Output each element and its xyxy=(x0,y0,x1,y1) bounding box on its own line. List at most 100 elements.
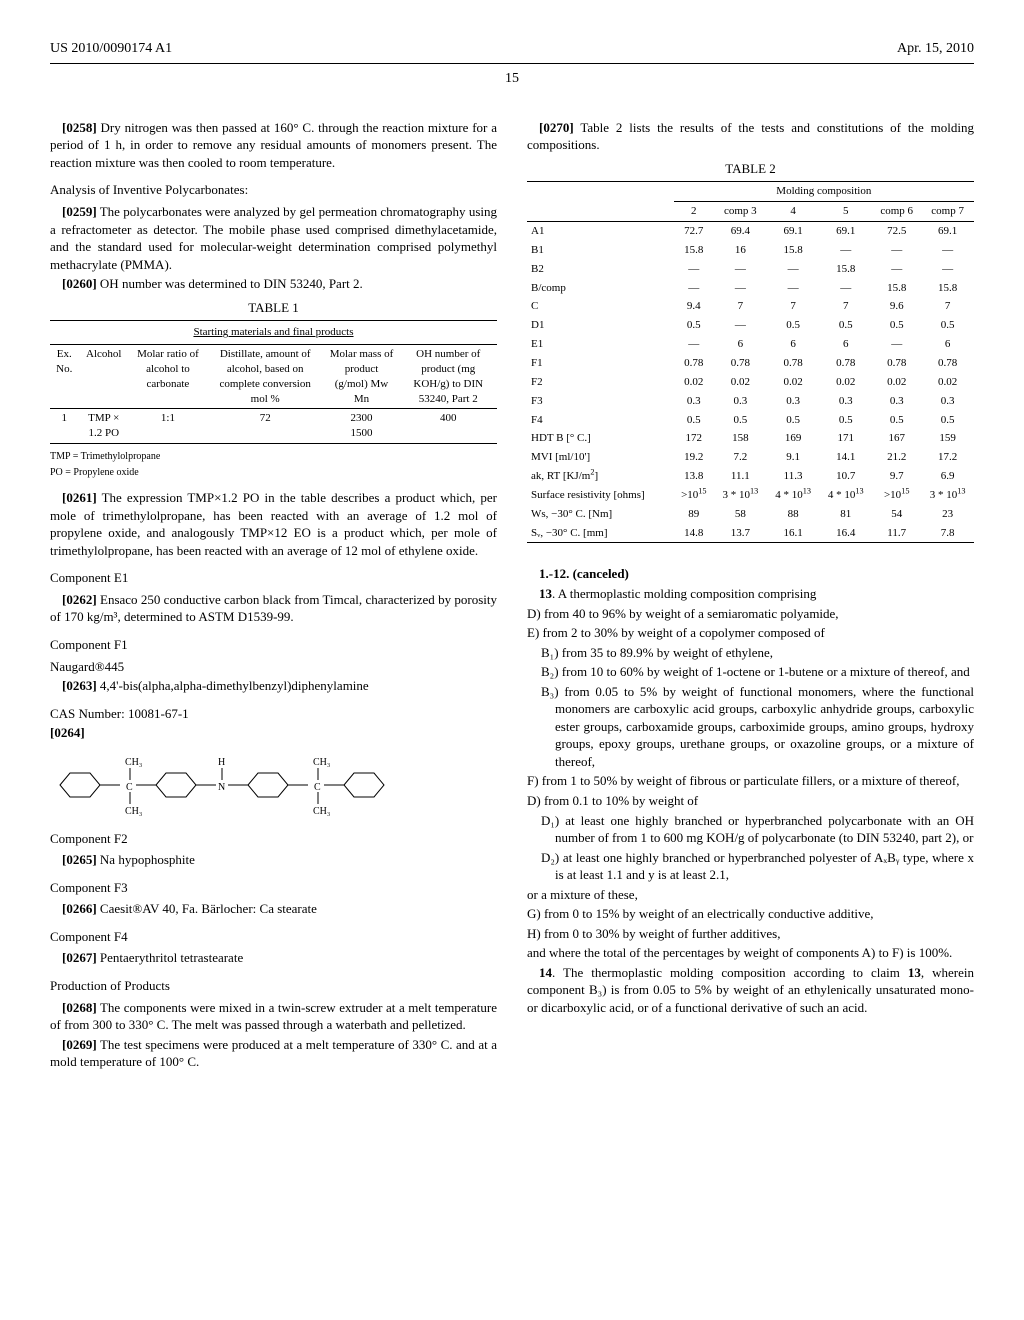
para-0266: [0266] Caesit®AV 40, Fa. Bärlocher: Ca s… xyxy=(50,900,497,918)
cell: HDT B [° C.] xyxy=(527,429,674,448)
table2-row: F40.50.50.50.50.50.5 xyxy=(527,411,974,430)
claim-13-h: H) from 0 to 30% by weight of further ad… xyxy=(541,925,974,943)
cell: 1:1 xyxy=(129,409,207,444)
cell: 0.78 xyxy=(921,354,974,373)
claim-13-total: and where the total of the percentages b… xyxy=(541,944,974,962)
cell: 3 * 1013 xyxy=(921,486,974,505)
chemical-structure: CH₃ C CH₃ H N CH₃ C CH₃ xyxy=(50,750,430,820)
table2-row: F30.30.30.30.30.30.3 xyxy=(527,392,974,411)
cell: 14.1 xyxy=(819,448,872,467)
claim-13-d2: D) from 0.1 to 10% by weight of xyxy=(541,792,974,810)
cell: 69.1 xyxy=(767,222,820,241)
cell: C xyxy=(527,297,674,316)
table1: Starting materials and final products Ex… xyxy=(50,320,497,444)
cell: 14.8 xyxy=(674,524,714,543)
cell: 81 xyxy=(819,505,872,524)
para-text: Table 2 lists the results of the tests a… xyxy=(527,120,974,153)
cell: 0.02 xyxy=(767,373,820,392)
cell: 9.1 xyxy=(767,448,820,467)
cell: 0.78 xyxy=(767,354,820,373)
cell: 58 xyxy=(714,505,767,524)
cell: 0.02 xyxy=(921,373,974,392)
cell: B1 xyxy=(527,241,674,260)
cell: 0.5 xyxy=(674,316,714,335)
cell: 72.7 xyxy=(674,222,714,241)
publication-number: US 2010/0090174 A1 xyxy=(50,40,172,59)
para-num: [0261] xyxy=(62,490,97,505)
cell: B2 xyxy=(527,260,674,279)
cell: 0.78 xyxy=(674,354,714,373)
cell: 159 xyxy=(921,429,974,448)
cell: E1 xyxy=(527,335,674,354)
claim-text: 1.-12. (canceled) xyxy=(539,566,629,581)
table2-col: 4 xyxy=(767,202,820,222)
cell: 16 xyxy=(714,241,767,260)
svg-text:CH₃: CH₃ xyxy=(125,757,142,768)
component-e1: Component E1 xyxy=(50,569,497,587)
cell: 72 xyxy=(207,409,324,444)
svg-text:CH₃: CH₃ xyxy=(125,806,142,817)
cell: F1 xyxy=(527,354,674,373)
claim-13-g: G) from 0 to 15% by weight of an electri… xyxy=(541,905,974,923)
cell: 13.8 xyxy=(674,467,714,486)
cell: 172 xyxy=(674,429,714,448)
table2-row: Ws, −30° C. [Nm]895888815423 xyxy=(527,505,974,524)
para-text: Ensaco 250 conductive carbon black from … xyxy=(50,592,497,625)
cas-number: CAS Number: 10081-67-1 xyxy=(50,705,497,723)
cell: 0.5 xyxy=(921,316,974,335)
right-column: [0270] Table 2 lists the results of the … xyxy=(527,119,974,1073)
cell: 4 * 1013 xyxy=(767,486,820,505)
cell: 158 xyxy=(714,429,767,448)
cell: 15.8 xyxy=(819,260,872,279)
claim-text: A thermoplastic molding composition comp… xyxy=(558,586,817,601)
cell: Sᵥ, −30° C. [mm] xyxy=(527,524,674,543)
cell: 0.02 xyxy=(819,373,872,392)
claim-13-mix: or a mixture of these, xyxy=(541,886,974,904)
para-0260: [0260] OH number was determined to DIN 5… xyxy=(50,275,497,293)
para-text: Na hypophosphite xyxy=(100,852,195,867)
para-0259: [0259] The polycarbonates were analyzed … xyxy=(50,203,497,273)
cell: — xyxy=(714,279,767,298)
cell: — xyxy=(819,279,872,298)
table2-row: F20.020.020.020.020.020.02 xyxy=(527,373,974,392)
table2-group: Molding composition xyxy=(674,182,974,202)
component-f1: Component F1 xyxy=(50,636,497,654)
para-num: [0262] xyxy=(62,592,97,607)
cell: 6 xyxy=(921,335,974,354)
table2-row: F10.780.780.780.780.780.78 xyxy=(527,354,974,373)
cell: 0.3 xyxy=(767,392,820,411)
component-f4: Component F4 xyxy=(50,928,497,946)
cell: 69.4 xyxy=(714,222,767,241)
cell: — xyxy=(714,260,767,279)
para-text: 4,4'-bis(alpha,alpha-dimethylbenzyl)diph… xyxy=(100,678,369,693)
table1-col4: Molar mass of product (g/mol) Mw Mn xyxy=(324,345,400,409)
table1-col1: Alcohol xyxy=(79,345,130,409)
cell: 7 xyxy=(714,297,767,316)
para-0258: [0258] Dry nitrogen was then passed at 1… xyxy=(50,119,497,172)
analysis-title: Analysis of Inventive Polycarbonates: xyxy=(50,181,497,199)
para-text: Pentaerythritol tetrastearate xyxy=(100,950,243,965)
cell: 0.78 xyxy=(819,354,872,373)
cell: F4 xyxy=(527,411,674,430)
cell: 0.5 xyxy=(921,411,974,430)
cell: 0.5 xyxy=(674,411,714,430)
cell: 0.5 xyxy=(872,411,921,430)
component-f3: Component F3 xyxy=(50,879,497,897)
svg-text:CH₃: CH₃ xyxy=(313,757,330,768)
cell: 21.2 xyxy=(872,448,921,467)
cell: TMP × 1.2 PO xyxy=(79,409,130,444)
cell: 6 xyxy=(714,335,767,354)
para-0265: [0265] Na hypophosphite xyxy=(50,851,497,869)
cell: — xyxy=(872,241,921,260)
cell: 0.3 xyxy=(714,392,767,411)
cell: F3 xyxy=(527,392,674,411)
cell: 0.5 xyxy=(819,316,872,335)
para-text: The components were mixed in a twin-scre… xyxy=(50,1000,497,1033)
table1-col5: OH number of product (mg KOH/g) to DIN 5… xyxy=(399,345,497,409)
table1-row: 1 TMP × 1.2 PO 1:1 72 23001500 400 xyxy=(50,409,497,444)
naugard: Naugard®445 xyxy=(50,658,497,676)
para-0267: [0267] Pentaerythritol tetrastearate xyxy=(50,949,497,967)
cell: 54 xyxy=(872,505,921,524)
cell: 0.02 xyxy=(674,373,714,392)
cell: 19.2 xyxy=(674,448,714,467)
